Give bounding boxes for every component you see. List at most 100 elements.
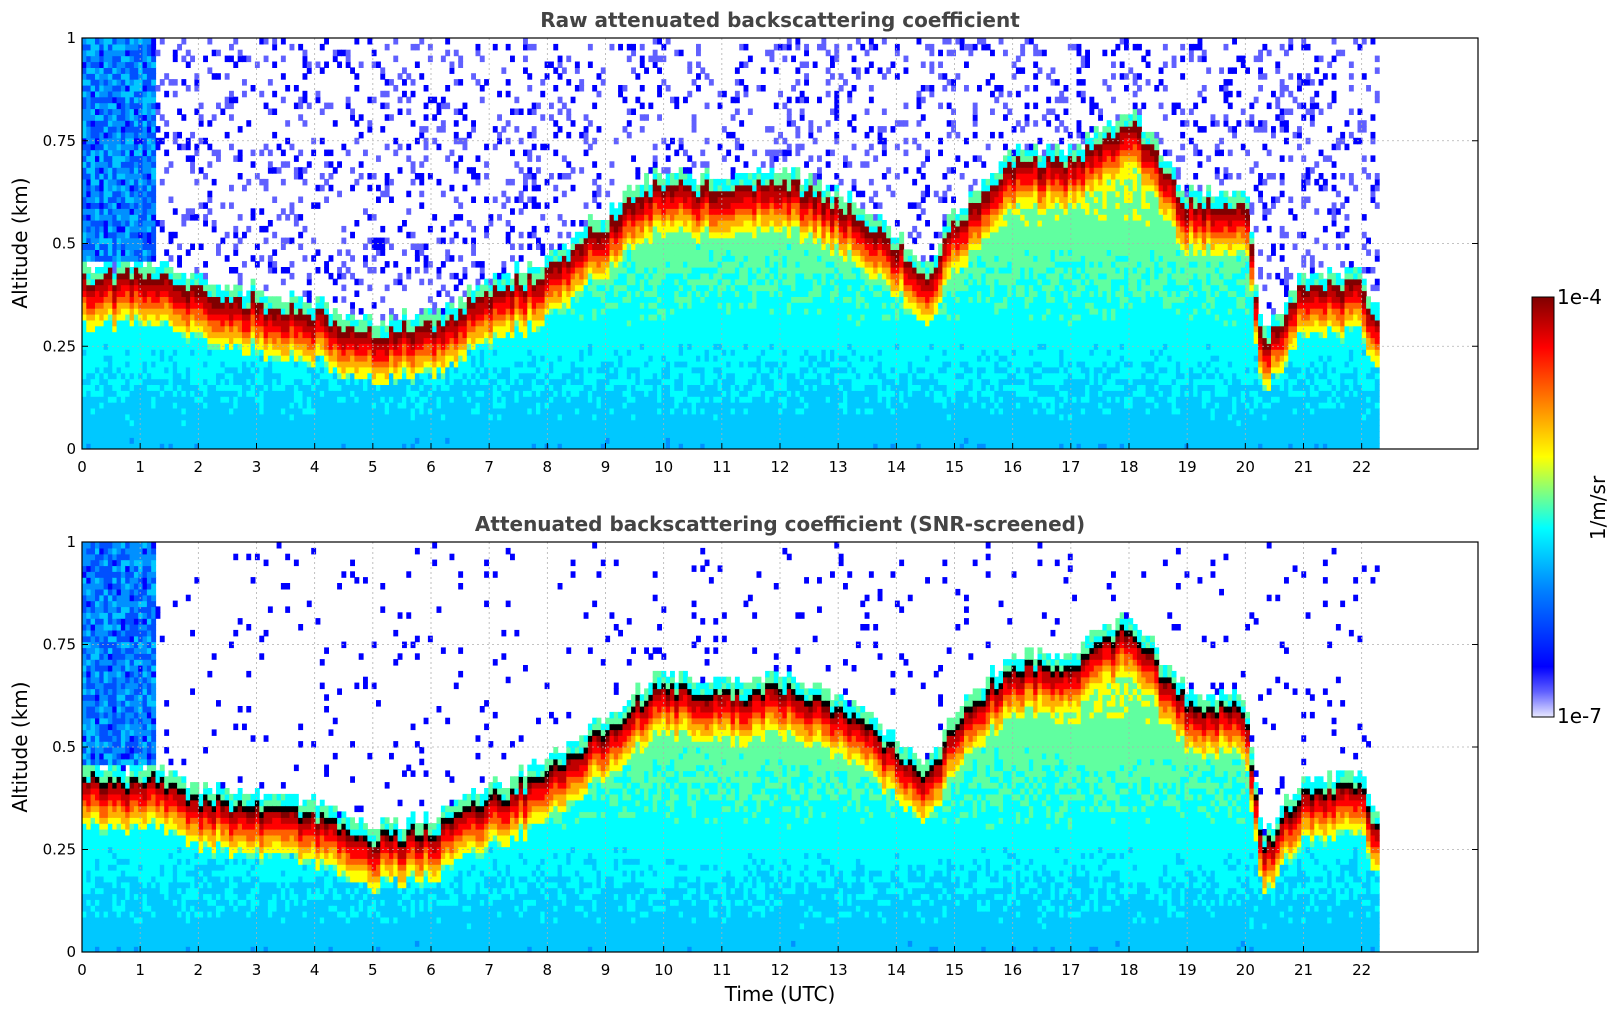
heatmap-cell	[125, 390, 131, 397]
heatmap-cell	[583, 131, 589, 139]
heatmap-cell	[276, 443, 282, 449]
heatmap-cell	[311, 360, 317, 368]
heatmap-cell	[146, 67, 152, 74]
heatmap-cell	[194, 390, 200, 397]
heatmap-cell	[570, 407, 576, 415]
heatmap-cell	[605, 378, 611, 385]
heatmap-cell	[293, 337, 299, 344]
heatmap-cell	[164, 319, 170, 327]
heatmap-cell	[129, 108, 135, 115]
heatmap-cell	[462, 366, 468, 374]
heatmap-cell	[151, 61, 157, 68]
heatmap-cell	[592, 255, 598, 262]
heatmap-cell	[350, 443, 355, 449]
heatmap-cell	[488, 402, 494, 409]
heatmap-cell	[233, 343, 239, 350]
heatmap-cell	[198, 114, 204, 121]
heatmap-cell	[384, 43, 390, 51]
heatmap-cell	[363, 319, 368, 327]
heatmap-cell	[125, 220, 131, 227]
heatmap-cell	[216, 360, 221, 368]
heatmap-cell	[129, 49, 135, 57]
heatmap-cell	[497, 437, 502, 444]
heatmap-cell	[484, 349, 489, 356]
heatmap-cell	[95, 413, 100, 421]
heatmap-cell	[419, 355, 425, 362]
heatmap-cell	[510, 314, 515, 321]
heatmap-cell	[570, 331, 576, 339]
heatmap-cell	[103, 290, 109, 297]
heatmap-cell	[475, 378, 481, 385]
heatmap-cell	[233, 402, 239, 409]
heatmap-cell	[540, 284, 546, 292]
heatmap-cell	[549, 302, 554, 309]
heatmap-cell	[475, 290, 481, 297]
heatmap-cell	[540, 372, 546, 380]
heatmap-cell	[142, 378, 148, 385]
heatmap-cell	[406, 349, 412, 356]
heatmap-cell	[536, 437, 541, 444]
heatmap-cell	[90, 413, 96, 421]
heatmap-cell	[549, 290, 554, 297]
heatmap-cell	[523, 308, 528, 315]
heatmap-cell	[501, 425, 507, 432]
heatmap-cell	[596, 225, 602, 233]
heatmap-cell	[605, 296, 611, 303]
heatmap-cell	[471, 437, 476, 444]
heatmap-cell	[129, 443, 135, 449]
heatmap-cell	[414, 372, 420, 380]
heatmap-cell	[151, 308, 157, 315]
heatmap-cell	[112, 73, 118, 80]
heatmap-cell	[514, 126, 520, 133]
heatmap-cell	[376, 360, 381, 368]
heatmap-cell	[592, 319, 598, 327]
heatmap-cell	[518, 390, 524, 397]
heatmap-cell	[566, 231, 572, 239]
heatmap-cell	[440, 325, 446, 333]
heatmap-cell	[384, 325, 390, 333]
heatmap-cell	[99, 73, 105, 80]
heatmap-cell	[293, 85, 299, 92]
heatmap-cell	[125, 231, 131, 239]
heatmap-cell	[587, 255, 593, 262]
heatmap-cell	[185, 302, 191, 309]
heatmap-cell	[302, 319, 308, 327]
heatmap-cell	[523, 372, 528, 380]
heatmap-cell	[384, 237, 390, 245]
heatmap-cell	[194, 384, 200, 391]
heatmap-cell	[82, 331, 87, 339]
heatmap-cell	[363, 384, 368, 391]
heatmap-cell	[280, 396, 286, 403]
heatmap-cell	[609, 225, 615, 233]
heatmap-cell	[553, 272, 559, 280]
heatmap-cell	[120, 102, 126, 110]
heatmap-cell	[596, 325, 602, 333]
heatmap-cell	[185, 208, 191, 215]
heatmap-cell	[133, 249, 139, 256]
heatmap-cell	[177, 431, 182, 438]
heatmap-cell	[168, 425, 174, 432]
heatmap-cell	[449, 390, 455, 397]
heatmap-cell	[389, 396, 394, 403]
heatmap-cell	[125, 249, 131, 256]
heatmap-cell	[523, 331, 528, 339]
heatmap-cell	[133, 79, 139, 86]
heatmap-cell	[133, 360, 139, 368]
heatmap-cell	[587, 396, 593, 403]
heatmap-cell	[453, 343, 459, 350]
heatmap-cell	[475, 396, 481, 403]
heatmap-cell	[432, 214, 438, 221]
heatmap-cell	[579, 349, 585, 356]
heatmap-cell	[484, 161, 489, 168]
heatmap-cell	[436, 126, 442, 133]
heatmap-cell	[549, 396, 554, 403]
heatmap-cell	[479, 407, 485, 415]
heatmap-cell	[107, 261, 113, 268]
heatmap-cell	[549, 267, 554, 274]
heatmap-cell	[142, 267, 148, 274]
heatmap-cell	[142, 96, 148, 104]
heatmap-cell	[120, 396, 126, 403]
heatmap-cell	[354, 413, 360, 421]
heatmap-cell	[570, 366, 576, 374]
heatmap-cell	[155, 407, 161, 415]
